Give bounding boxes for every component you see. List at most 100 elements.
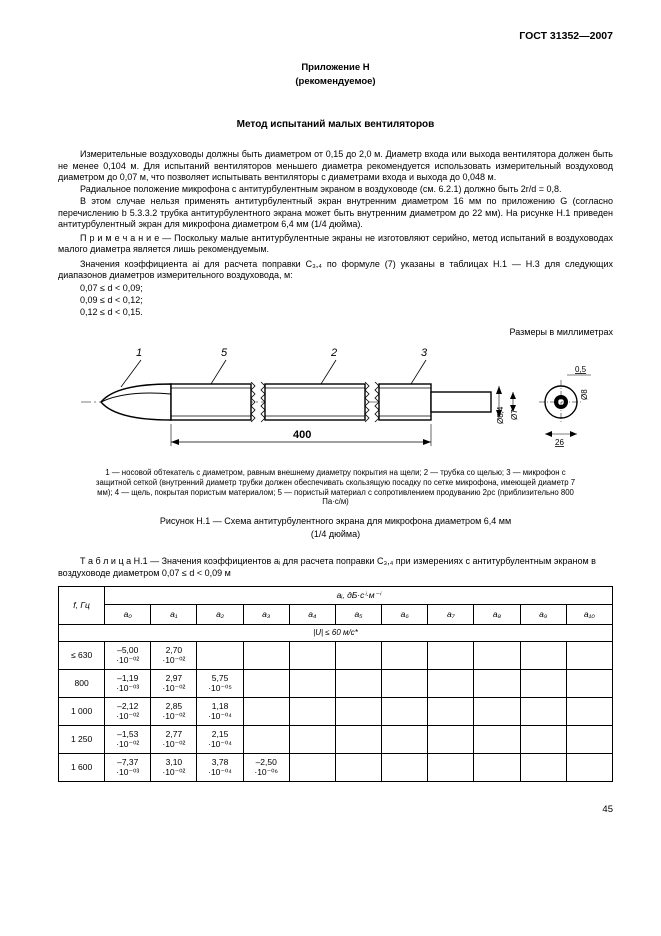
dimensions-label: Размеры в миллиметрах bbox=[58, 327, 613, 339]
table-col-hdr: a₁₀ bbox=[566, 604, 612, 624]
note-paragraph: П р и м е ч а н и е — Поскольку малые ан… bbox=[58, 233, 613, 256]
coefficients-table: f, Гц aᵢ, дБ·cⁱ·м⁻ⁱ a₀a₁a₂a₃a₄a₅a₆a₇a₈a₉… bbox=[58, 586, 613, 782]
table-cell bbox=[382, 726, 428, 754]
table-cell: 2,70 ·10⁻⁰² bbox=[151, 642, 197, 670]
table-cell bbox=[474, 754, 520, 782]
table-col-hdr: a₈ bbox=[474, 604, 520, 624]
table-caption: Т а б л и ц а Н.1 — Значения коэффициент… bbox=[58, 556, 613, 579]
table-cell bbox=[428, 726, 474, 754]
table-cell bbox=[474, 726, 520, 754]
table-cell bbox=[335, 754, 381, 782]
table-cell bbox=[289, 726, 335, 754]
table-row: 1 000–2,12 ·10⁻⁰²2,85 ·10⁻⁰²1,18 ·10⁻⁰⁴ bbox=[59, 698, 613, 726]
table-col-hdr: a₇ bbox=[428, 604, 474, 624]
table-cell: 2,15 ·10⁻⁰⁴ bbox=[197, 726, 243, 754]
table-cell bbox=[335, 726, 381, 754]
table-cell bbox=[566, 642, 612, 670]
table-cell: –7,37 ·10⁻⁰³ bbox=[105, 754, 151, 782]
paragraph-3: В этом случае нельзя применять антитурбу… bbox=[58, 196, 613, 230]
table-cell: 5,75 ·10⁻⁰⁵ bbox=[197, 670, 243, 698]
table-cell bbox=[289, 754, 335, 782]
range-1: 0,07 ≤ d < 0,09; bbox=[80, 282, 613, 294]
svg-text:Ø8,4: Ø8,4 bbox=[496, 406, 505, 424]
table-cell bbox=[474, 698, 520, 726]
table-cell bbox=[382, 670, 428, 698]
table-col-hdr: a₀ bbox=[105, 604, 151, 624]
table-col-hdr: a₆ bbox=[382, 604, 428, 624]
table-cell: –2,12 ·10⁻⁰² bbox=[105, 698, 151, 726]
table-cell bbox=[289, 670, 335, 698]
table-col-hdr: a₃ bbox=[243, 604, 289, 624]
table-cell bbox=[428, 670, 474, 698]
table-cell bbox=[289, 698, 335, 726]
table-cell: 1,18 ·10⁻⁰⁴ bbox=[197, 698, 243, 726]
table-cell bbox=[566, 754, 612, 782]
svg-text:1: 1 bbox=[136, 347, 142, 359]
svg-text:26: 26 bbox=[555, 438, 564, 447]
figure-legend: 1 — носовой обтекатель с диаметром, равн… bbox=[88, 468, 583, 507]
table-col-hdr: a₉ bbox=[520, 604, 566, 624]
document-id: ГОСТ 31352—2007 bbox=[58, 30, 613, 44]
table-cell: 2,77 ·10⁻⁰² bbox=[151, 726, 197, 754]
table-cell bbox=[243, 642, 289, 670]
svg-text:3: 3 bbox=[421, 347, 428, 359]
table-cell bbox=[428, 754, 474, 782]
table-cell bbox=[243, 698, 289, 726]
table-cell bbox=[520, 726, 566, 754]
table-cell bbox=[243, 670, 289, 698]
table-col-hdr: a₂ bbox=[197, 604, 243, 624]
table-cell bbox=[566, 726, 612, 754]
table-cell bbox=[197, 642, 243, 670]
table-cell bbox=[566, 670, 612, 698]
table-cell-freq: 1 600 bbox=[59, 754, 105, 782]
table-cell bbox=[474, 642, 520, 670]
table-cell-freq: 800 bbox=[59, 670, 105, 698]
table-cell: –1,53 ·10⁻⁰² bbox=[105, 726, 151, 754]
svg-text:2: 2 bbox=[330, 347, 337, 359]
table-cell bbox=[566, 698, 612, 726]
table-cell bbox=[382, 754, 428, 782]
table-cell: –2,50 ·10⁻⁰⁶ bbox=[243, 754, 289, 782]
table-cond: |U| ≤ 60 м/с* bbox=[59, 624, 613, 641]
table-cell: –1,19 ·10⁻⁰³ bbox=[105, 670, 151, 698]
figure-caption: Рисунок Н.1 — Схема антитурбулентного эк… bbox=[58, 515, 613, 540]
svg-text:Ø8: Ø8 bbox=[580, 389, 589, 400]
table-col-hdr: a₄ bbox=[289, 604, 335, 624]
svg-text:400: 400 bbox=[293, 429, 311, 441]
paragraph-2: Радиальное положение микрофона с антитур… bbox=[58, 184, 613, 195]
paragraph-1: Измерительные воздуховоды должны быть ди… bbox=[58, 149, 613, 183]
table-cell: 3,78 ·10⁻⁰⁴ bbox=[197, 754, 243, 782]
table-cell bbox=[382, 698, 428, 726]
table-cell bbox=[428, 642, 474, 670]
appendix-subtitle: (рекомендуемое) bbox=[58, 76, 613, 88]
table-cell bbox=[520, 698, 566, 726]
table-cell bbox=[474, 670, 520, 698]
paragraph-4: Значения коэффициента ai для расчета поп… bbox=[58, 259, 613, 282]
table-col-hdr: a₁ bbox=[151, 604, 197, 624]
table-cell bbox=[289, 642, 335, 670]
page-number: 45 bbox=[58, 804, 613, 816]
table-cell bbox=[520, 642, 566, 670]
table-cell: –5,00 ·10⁻⁰² bbox=[105, 642, 151, 670]
svg-text:5: 5 bbox=[221, 347, 228, 359]
table-row: 800–1,19 ·10⁻⁰³2,97 ·10⁻⁰²5,75 ·10⁻⁰⁵ bbox=[59, 670, 613, 698]
table-cell: 2,85 ·10⁻⁰² bbox=[151, 698, 197, 726]
range-2: 0,09 ≤ d < 0,12; bbox=[80, 294, 613, 306]
table-cell bbox=[428, 698, 474, 726]
svg-text:0,5: 0,5 bbox=[575, 365, 587, 374]
table-cell-freq: 1 250 bbox=[59, 726, 105, 754]
table-cell bbox=[520, 754, 566, 782]
main-title: Метод испытаний малых вентиляторов bbox=[58, 118, 613, 131]
table-cell bbox=[382, 642, 428, 670]
table-cell-freq: ≤ 630 bbox=[59, 642, 105, 670]
table-row: ≤ 630–5,00 ·10⁻⁰²2,70 ·10⁻⁰² bbox=[59, 642, 613, 670]
table-cell: 2,97 ·10⁻⁰² bbox=[151, 670, 197, 698]
table-cell bbox=[335, 670, 381, 698]
table-col-hdr: a₅ bbox=[335, 604, 381, 624]
table-hdr-top: aᵢ, дБ·cⁱ·м⁻ⁱ bbox=[105, 586, 613, 604]
table-row: 1 600–7,37 ·10⁻⁰³3,10 ·10⁻⁰²3,78 ·10⁻⁰⁴–… bbox=[59, 754, 613, 782]
svg-text:Ø7: Ø7 bbox=[510, 409, 519, 420]
range-3: 0,12 ≤ d < 0,15. bbox=[80, 306, 613, 318]
table-cell bbox=[335, 698, 381, 726]
table-hdr-freq: f, Гц bbox=[59, 586, 105, 624]
